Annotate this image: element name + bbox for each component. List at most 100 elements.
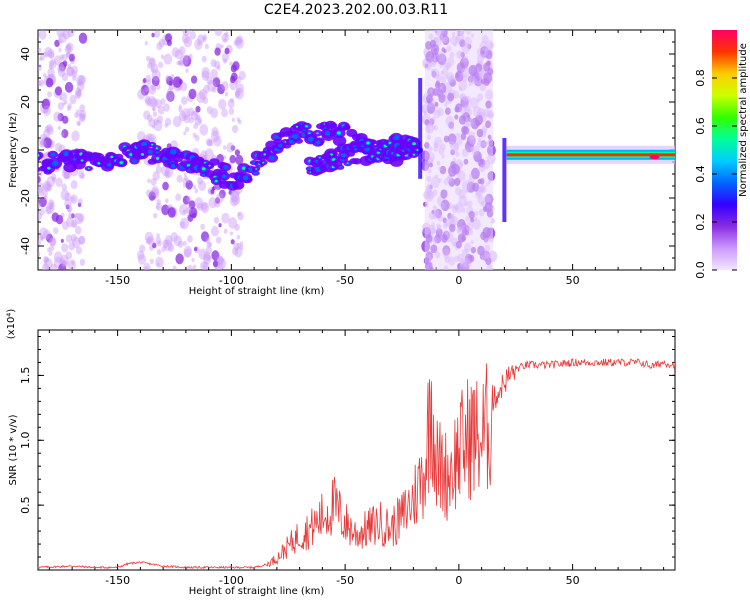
line-band-core [506,153,675,157]
noise-blob [62,30,71,40]
noise-blob [47,247,51,253]
ridge-peak [318,156,321,159]
x-tick-label: 0 [455,574,462,587]
noise-blob [235,154,244,166]
noise-blob [210,130,220,142]
ridge-peak [38,154,40,157]
ridge-blob [209,158,220,166]
noise-blob [64,100,68,105]
noise-blob [59,96,63,101]
noise-blob [68,241,75,251]
noise-blob [66,105,71,112]
colorbar-gradient [712,30,737,270]
noise-blob [145,237,152,245]
noise-blob [48,51,55,60]
ridge-core [307,136,314,142]
noise-blob [57,113,64,122]
noise-blob [160,54,165,60]
noise-blob [201,55,207,63]
noise-blob [236,83,244,94]
noise-blob [202,261,210,270]
colorbar-tick-label: 0.8 [694,69,707,87]
noise-blob [157,105,165,115]
noise-blob [208,196,218,209]
noise-blob [186,264,194,270]
noise-blob [171,47,180,58]
x-tick-label: -100 [219,574,244,587]
noise-blob [149,258,154,265]
noise-blob [62,60,68,67]
noise-blob [207,30,211,33]
ridge-peak [129,153,133,156]
noise-blob [228,190,233,195]
noise-blob [65,43,72,51]
noise-blob [51,173,57,181]
noise-blob [178,59,183,65]
noise-blob [235,38,244,50]
noise-blob [47,48,55,58]
noise-blob [58,32,67,44]
noise-blob [229,195,239,207]
noise-blob [176,60,180,66]
ridge-blob [342,124,351,130]
noise-blob [43,137,52,149]
noise-blob [152,106,157,112]
noise-blob [39,54,45,61]
noise-blob [202,34,208,41]
noise-blob [223,155,227,160]
noise-blob [186,178,190,183]
noise-blob [45,77,54,88]
noise-blob [38,80,42,86]
noise-blob [190,110,199,121]
noise-blob [42,72,47,78]
noise-blob [181,33,190,44]
y-scale-label: (x10⁴) [6,309,17,340]
ridge-core [132,158,137,163]
ridge-blob [38,151,44,160]
noise-blob [182,183,187,188]
noise-blob [44,125,51,133]
noise-blob [38,64,42,72]
noise-blob [175,193,182,201]
noise-blob [197,34,205,44]
noise-blob [61,129,69,139]
noise-blob [57,125,61,131]
noise-blob [230,145,236,151]
noise-blob [49,237,56,247]
noise-blob [38,30,47,40]
noise-blob [57,102,64,111]
noise-blob [172,76,182,88]
noise-blob [206,139,213,147]
noise-blob [205,237,211,244]
ridge-blob [352,158,362,165]
ridge-blob [294,138,304,144]
noise-blob [206,76,213,85]
noise-blob [221,108,228,118]
ridge-peak [305,125,308,128]
noise-blob [146,79,152,86]
noise-blob [200,261,208,270]
noise-blob [184,175,189,181]
noise-blob [58,47,62,53]
noise-blob [75,109,81,117]
line-peak [649,155,660,160]
noise-blob [226,142,235,153]
noise-blob [66,217,74,228]
noise-blob [192,185,197,190]
noise-blob [224,47,230,55]
ridge-peak [255,168,258,170]
noise-blob [79,258,86,266]
noise-blob [201,202,208,211]
noise-blob [210,225,220,237]
noise-blob [44,195,48,201]
noise-blob [220,44,224,49]
y-tick-label: 1.5 [19,367,32,385]
noise-blob [48,59,57,69]
noise-blob [151,75,160,87]
noise-blob [79,109,87,120]
noise-blob [174,49,183,60]
noise-blob [213,216,220,224]
noise-blob [41,98,50,110]
noise-blob [43,182,51,192]
noise-blob [187,235,193,243]
